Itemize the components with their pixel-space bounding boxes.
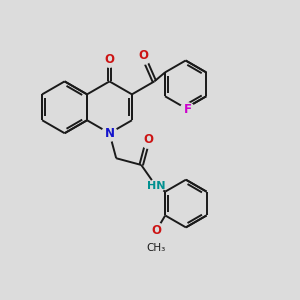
Text: O: O xyxy=(152,224,161,237)
Text: CH₃: CH₃ xyxy=(147,243,166,253)
Text: O: O xyxy=(138,50,148,62)
Text: HN: HN xyxy=(147,181,165,191)
Text: O: O xyxy=(104,53,115,66)
Text: O: O xyxy=(143,134,153,146)
Text: F: F xyxy=(183,103,191,116)
Text: N: N xyxy=(104,127,115,140)
